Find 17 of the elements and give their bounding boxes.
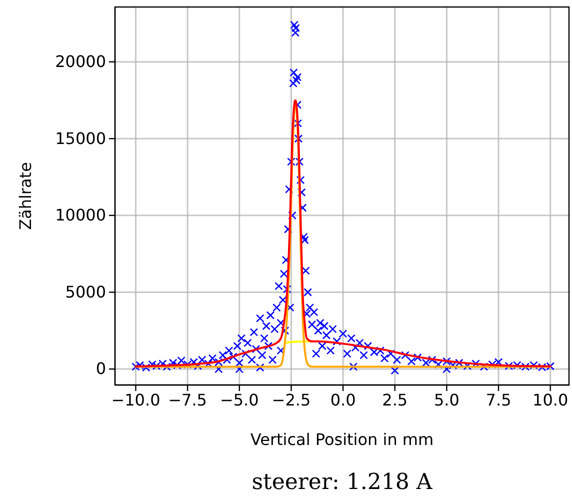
y-tick-label: 20000 [55,52,106,71]
x-tick-label: 7.5 [486,390,512,410]
y-axis-title: Zählrate [16,162,35,230]
x-tick-label: 2.5 [382,390,408,410]
x-tick-label: 0.0 [330,390,356,410]
x-axis-title: Vertical Position in mm [250,430,434,449]
y-tick-label: 0 [96,359,106,378]
x-tick-label: −2.5 [272,390,311,410]
x-tick-label: 5.0 [434,390,460,410]
x-tick-label: 10.0 [532,390,568,410]
x-tick-label: −7.5 [168,390,207,410]
x-tick-label: −10.0 [111,390,160,410]
text: steerer: 1.218 A [252,470,434,495]
x-tick-label: −5.0 [220,390,259,410]
y-tick-label: 15000 [55,128,106,148]
y-tick-label: 10000 [55,206,106,225]
y-tick-label: 5000 [65,282,106,302]
